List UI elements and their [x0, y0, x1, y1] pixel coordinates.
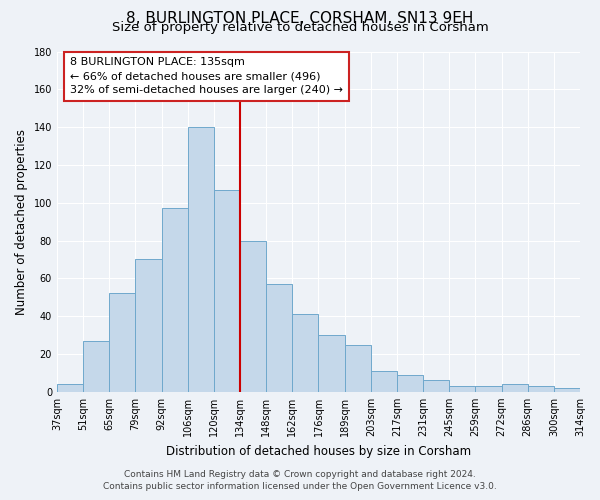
Bar — [423, 380, 449, 392]
Text: 8 BURLINGTON PLACE: 135sqm
← 66% of detached houses are smaller (496)
32% of sem: 8 BURLINGTON PLACE: 135sqm ← 66% of deta… — [70, 57, 343, 95]
Bar — [214, 190, 240, 392]
Bar — [266, 284, 292, 392]
Bar — [240, 240, 266, 392]
Bar — [554, 388, 580, 392]
Bar — [188, 127, 214, 392]
Bar — [371, 371, 397, 392]
Y-axis label: Number of detached properties: Number of detached properties — [15, 128, 28, 314]
Bar — [475, 386, 502, 392]
Text: Size of property relative to detached houses in Corsham: Size of property relative to detached ho… — [112, 22, 488, 35]
X-axis label: Distribution of detached houses by size in Corsham: Distribution of detached houses by size … — [166, 444, 471, 458]
Bar — [449, 386, 475, 392]
Bar — [527, 386, 554, 392]
Bar — [344, 344, 371, 392]
Bar — [161, 208, 188, 392]
Bar — [109, 294, 136, 392]
Bar — [292, 314, 319, 392]
Bar — [136, 260, 161, 392]
Bar — [57, 384, 83, 392]
Bar — [397, 375, 423, 392]
Bar — [83, 341, 109, 392]
Bar — [319, 335, 344, 392]
Text: Contains HM Land Registry data © Crown copyright and database right 2024.
Contai: Contains HM Land Registry data © Crown c… — [103, 470, 497, 491]
Text: 8, BURLINGTON PLACE, CORSHAM, SN13 9EH: 8, BURLINGTON PLACE, CORSHAM, SN13 9EH — [127, 11, 473, 26]
Bar — [502, 384, 527, 392]
